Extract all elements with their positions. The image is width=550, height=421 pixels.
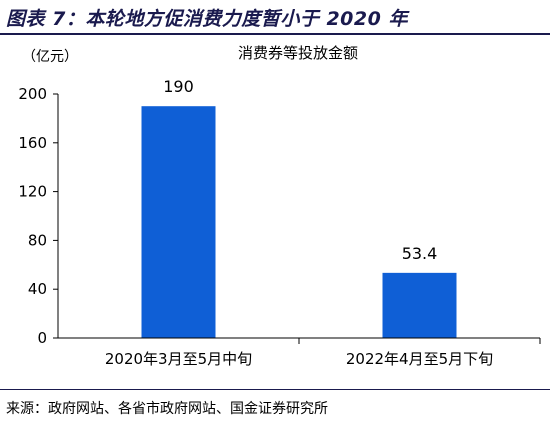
bar-value-label: 53.4 bbox=[402, 244, 438, 263]
y-tick-label: 160 bbox=[18, 134, 47, 152]
figure-title: 图表 7：本轮地方促消费力度暂小于 2020 年 bbox=[6, 8, 408, 30]
y-axis: 0 40 80 120 160 200 bbox=[18, 85, 58, 347]
title-divider bbox=[0, 33, 550, 35]
bar bbox=[141, 106, 216, 338]
bar bbox=[382, 272, 457, 338]
y-tick-label: 40 bbox=[28, 280, 47, 298]
y-tick-label: 120 bbox=[18, 183, 47, 201]
x-tick-label: 2020年3月至5月中旬 bbox=[105, 350, 252, 368]
x-axis: 2020年3月至5月中旬 2022年4月至5月下旬 bbox=[105, 338, 541, 368]
x-tick-label: 2022年4月至5月下旬 bbox=[346, 350, 493, 368]
y-tick-label: 200 bbox=[18, 85, 47, 103]
source-divider bbox=[0, 389, 550, 390]
y-tick-label: 80 bbox=[28, 231, 47, 249]
bars-group: 190 53.4 bbox=[141, 77, 457, 338]
chart-title: 消费券等投放金额 bbox=[238, 44, 358, 62]
y-axis-unit-label: （亿元） bbox=[22, 49, 78, 65]
source-note: 来源：政府网站、各省市政府网站、国金证券研究所 bbox=[6, 401, 328, 417]
bar-value-label: 190 bbox=[163, 77, 194, 96]
y-tick-label: 0 bbox=[37, 329, 47, 347]
